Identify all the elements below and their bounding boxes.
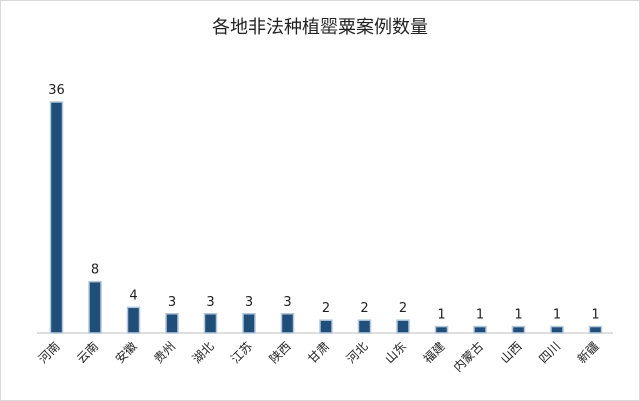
x-tick-label: 云南 — [74, 339, 102, 367]
data-label: 3 — [206, 295, 214, 310]
data-label: 2 — [360, 301, 368, 316]
data-label: 1 — [476, 308, 484, 323]
bar — [357, 319, 372, 334]
x-tick-label: 山西 — [498, 339, 525, 366]
x-tick-label: 新疆 — [574, 339, 602, 367]
bar — [203, 313, 218, 334]
data-label: 3 — [168, 295, 176, 310]
x-tick-label: 湖北 — [189, 339, 217, 367]
x-tick-label: 甘肃 — [305, 339, 332, 366]
data-label: 2 — [399, 301, 407, 316]
x-tick-label: 山东 — [382, 339, 409, 366]
x-tick-label: 河南 — [35, 339, 63, 367]
x-tick-label: 陕西 — [266, 339, 294, 367]
x-tick-label: 贵州 — [151, 339, 178, 366]
bar — [126, 306, 141, 334]
data-label: 8 — [91, 263, 99, 278]
data-label: 3 — [245, 295, 253, 310]
bar — [242, 313, 256, 334]
x-tick-label: 江苏 — [228, 339, 255, 366]
bar — [319, 319, 333, 334]
bar — [434, 325, 449, 334]
x-tick-label: 四川 — [536, 339, 563, 366]
bar — [511, 325, 526, 334]
bar — [280, 313, 295, 334]
data-label: 1 — [514, 308, 522, 323]
data-label: 2 — [322, 301, 330, 316]
data-label: 1 — [437, 308, 445, 323]
bar — [588, 325, 603, 334]
bar — [88, 280, 102, 334]
data-label: 3 — [283, 295, 291, 310]
x-tick-label: 内蒙古 — [450, 339, 486, 375]
x-tick-label: 安徽 — [112, 339, 140, 367]
x-tick-label: 福建 — [420, 339, 448, 367]
bar — [49, 101, 64, 334]
bar — [165, 313, 179, 334]
chart-title: 各地非法种植罂粟案例数量 — [212, 17, 428, 38]
data-label: 1 — [553, 308, 561, 323]
bar — [473, 325, 487, 334]
x-tick-label: 河北 — [344, 339, 371, 366]
data-label: 4 — [129, 288, 137, 303]
bar — [550, 325, 564, 334]
data-label: 1 — [591, 308, 599, 323]
bar — [396, 319, 410, 334]
data-label: 36 — [48, 83, 65, 98]
